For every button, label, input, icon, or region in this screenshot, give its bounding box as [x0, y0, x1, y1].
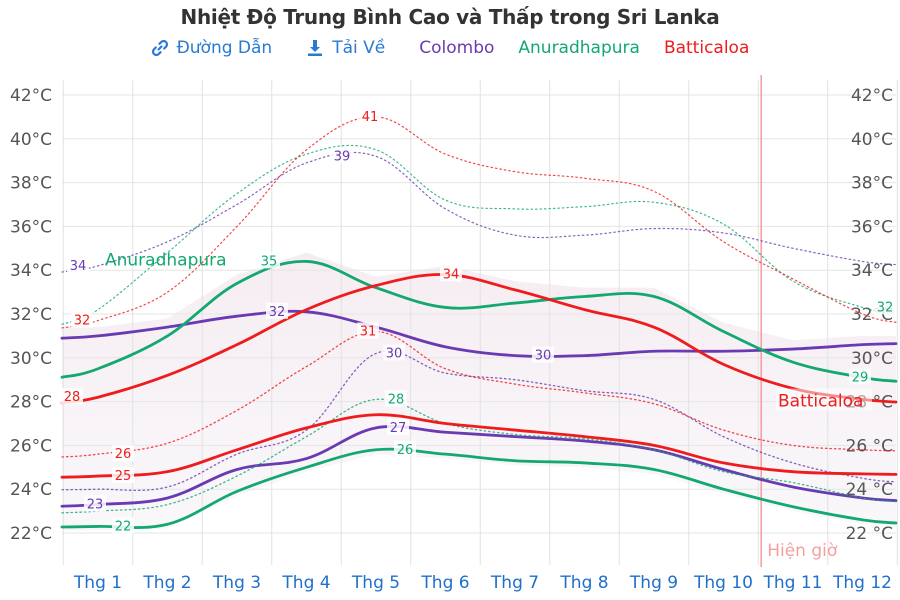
series-colombo-avg-high[interactable]	[60, 309, 898, 358]
data-label: 35	[261, 254, 278, 269]
data-label: 39	[334, 149, 351, 164]
y-tick-label: 42°C	[10, 86, 52, 106]
link-button[interactable]: Đường Dẫn	[151, 38, 273, 58]
data-label: 41	[362, 110, 379, 125]
series-anuradhapura-avg-low[interactable]	[60, 447, 898, 529]
link-label: Đường Dẫn	[176, 38, 273, 58]
x-tick-label: Thg 12	[832, 573, 892, 593]
series-anuradhapura-record-high[interactable]	[61, 144, 897, 325]
series-anuradhapura-avg-high[interactable]	[60, 260, 898, 383]
data-label: 32	[877, 300, 894, 315]
data-labels: 32 23 39 30 35 22 32 28 28 25 41 26 34 32 31 27 26 34 30 29…	[61, 107, 896, 534]
data-label: 27	[390, 421, 407, 436]
data-label: 25	[115, 469, 132, 484]
y-tick-label: 30°C	[10, 349, 52, 369]
y-tick-label: 38°C	[10, 174, 52, 194]
x-tick-label: Thg 8	[559, 573, 608, 593]
y-tick-label: 36°C	[10, 217, 52, 237]
x-tick-label: Thg 10	[693, 573, 753, 593]
data-label: 30	[535, 349, 552, 364]
legend-item-batticaloa[interactable]: Batticaloa	[663, 38, 750, 58]
data-label: 26	[397, 443, 414, 458]
series-colombo-record-high[interactable]	[61, 151, 897, 273]
y-tick-label: 26°C	[10, 436, 52, 456]
y-tick-label: 24 °C	[846, 480, 893, 500]
download-icon	[306, 39, 324, 57]
now-label: Hiện giờ	[767, 541, 838, 561]
legend-item-colombo[interactable]: Colombo	[419, 38, 495, 58]
annotation-batticaloa: Batticaloa	[778, 392, 863, 412]
y-tick-label: 32°C	[10, 305, 52, 325]
x-tick-label: Thg 6	[420, 573, 469, 593]
x-tick-label: Thg 5	[351, 573, 400, 593]
download-button[interactable]: Tải Về	[306, 38, 385, 58]
chart-title: Nhiệt Độ Trung Bình Cao và Thấp trong Sr…	[180, 5, 720, 29]
y-tick-label: 36°C	[851, 217, 893, 237]
now-marker: Hiện giờ	[760, 75, 838, 567]
data-label: 34	[443, 268, 460, 283]
range-band	[62, 252, 896, 531]
data-label: 34	[70, 259, 87, 274]
gridlines	[62, 80, 898, 565]
y-tick-label: 34°C	[10, 261, 52, 281]
y-tick-label: 28°C	[10, 393, 52, 413]
x-axis: Thg 1 Thg 2 Thg 3 Thg 4 Thg 5 Thg 6 Thg 7 Thg 8…	[73, 573, 892, 593]
y-tick-label: 30°C	[851, 349, 893, 369]
series-batticaloa-record-high[interactable]	[61, 116, 897, 329]
y-tick-label: 40°C	[10, 130, 52, 150]
data-label: 29	[852, 371, 869, 386]
y-tick-label: 26 °C	[846, 436, 893, 456]
x-tick-label: Thg 9	[629, 573, 678, 593]
link-icon	[151, 39, 169, 57]
y-tick-label: 38°C	[851, 174, 893, 194]
series-colombo-avg-low[interactable]	[60, 424, 898, 508]
chart-legend: Đường Dẫn Tải Về Colombo Anuradhapura Ba…	[0, 38, 900, 58]
data-label: 26	[115, 447, 132, 462]
data-label: 32	[269, 305, 286, 320]
x-tick-label: Thg 7	[490, 573, 539, 593]
y-tick-label: 40°C	[851, 130, 893, 150]
legend-item-anuradhapura[interactable]: Anuradhapura	[518, 38, 640, 58]
y-tick-label: 24°C	[10, 480, 52, 500]
data-label: 30	[386, 346, 403, 361]
y-tick-label: 42°C	[851, 86, 893, 106]
data-label: 32	[74, 314, 91, 329]
x-tick-label: Thg 3	[212, 573, 261, 593]
series-batticaloa-avg-low[interactable]	[60, 413, 898, 479]
series-batticaloa-record-low[interactable]	[61, 330, 897, 458]
series-lines	[60, 116, 898, 529]
data-label: 31	[360, 325, 377, 340]
y-axis-left: 42°C 40°C 38°C 36°C 34°C 32°C 30°C 28°C 26°C 24°C…	[10, 86, 52, 544]
x-tick-label: Thg 2	[142, 573, 191, 593]
y-tick-label: 34°C	[851, 261, 893, 281]
download-label: Tải Về	[332, 38, 386, 58]
series-colombo-record-low[interactable]	[61, 350, 897, 492]
x-tick-label: Thg 1	[73, 573, 122, 593]
y-tick-label: 22°C	[10, 524, 52, 544]
data-label: 28	[388, 392, 405, 407]
x-tick-label: Thg 4	[281, 573, 330, 593]
series-anuradhapura-record-low[interactable]	[61, 398, 897, 514]
data-label: 22	[115, 519, 132, 534]
y-tick-label: 22 °C	[846, 524, 893, 544]
series-batticaloa-avg-high[interactable]	[60, 273, 898, 405]
data-label: 23	[87, 498, 104, 513]
x-tick-label: Thg 11	[763, 573, 823, 593]
data-label: 28	[64, 390, 81, 405]
annotation-anuradhapura: Anuradhapura	[105, 250, 227, 270]
